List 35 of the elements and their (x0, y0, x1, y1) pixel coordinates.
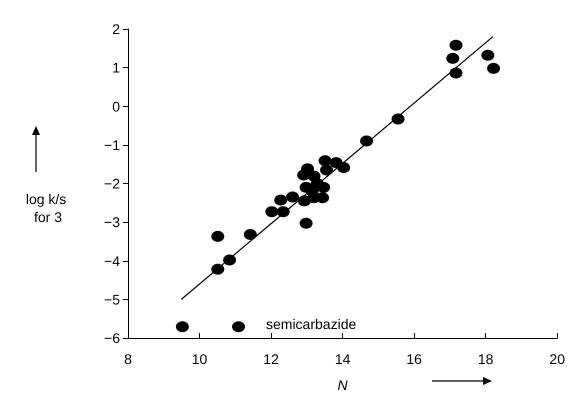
x-tick-label: 10 (192, 351, 208, 367)
y-tick-label: 2 (112, 21, 120, 37)
x-tick-label: 16 (406, 351, 422, 367)
point (320, 164, 334, 176)
point (244, 228, 257, 240)
point (286, 192, 300, 203)
point (487, 62, 500, 74)
point (274, 194, 288, 206)
point (317, 182, 330, 193)
y-axis-title: log k/s for 3 (26, 191, 70, 225)
point (446, 52, 460, 64)
y-tick-label: −3 (104, 214, 120, 230)
y-tick-label: −6 (104, 330, 120, 346)
annotation: semicarbazide (266, 316, 356, 332)
x-axis-title: N (338, 377, 349, 393)
x-tick-label: 18 (478, 351, 494, 367)
point (450, 68, 462, 79)
point (300, 218, 313, 229)
point (211, 230, 224, 242)
point (265, 206, 278, 218)
x-tick-label: 12 (263, 351, 280, 367)
point (450, 40, 462, 51)
y-tick-label: −5 (104, 291, 120, 308)
x-tick-label: 20 (549, 351, 566, 367)
y-tick-label: −1 (104, 136, 120, 153)
point (297, 170, 310, 180)
y-tick-label: 0 (112, 98, 120, 114)
y-tick-label: 1 (112, 60, 120, 76)
point (481, 50, 494, 61)
x-tick-label: 14 (334, 351, 351, 367)
y-tick-label: −4 (104, 252, 120, 269)
x-tick-label: 8 (124, 351, 132, 367)
point (232, 321, 246, 332)
point (176, 321, 189, 332)
y-tick-label: −2 (104, 176, 120, 192)
